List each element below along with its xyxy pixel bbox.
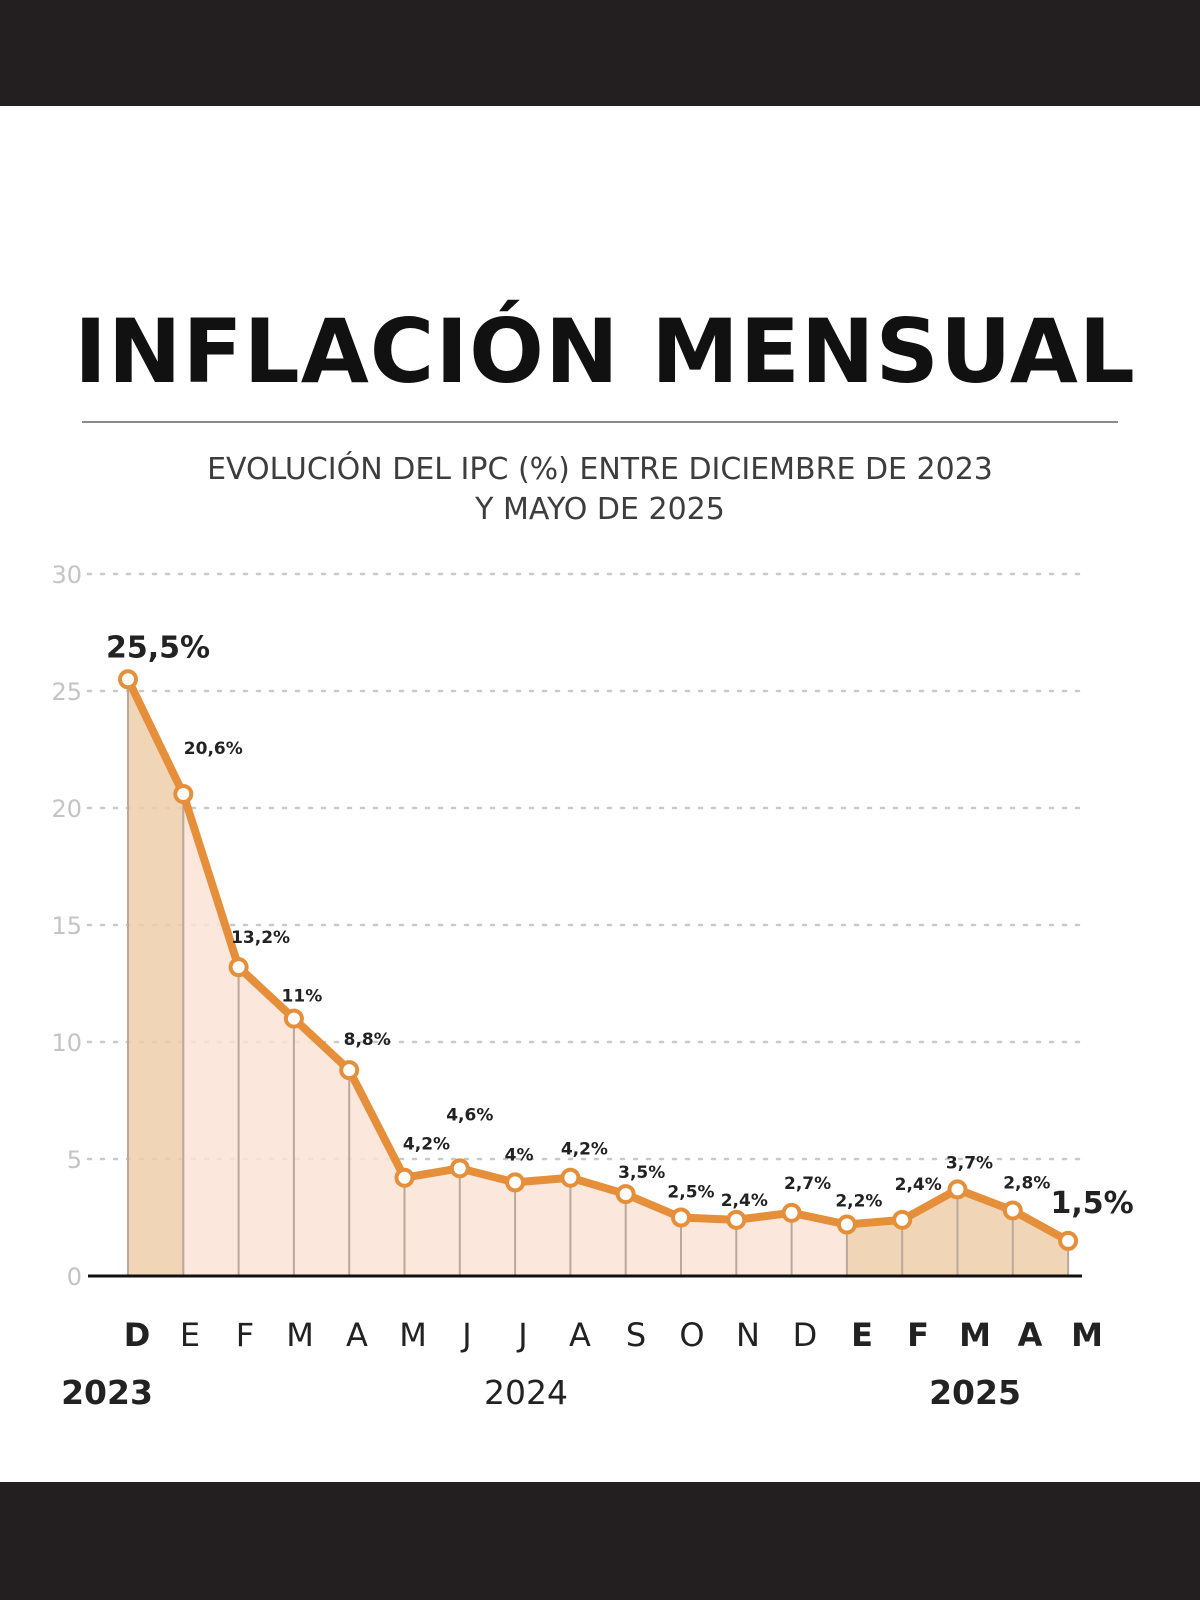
y-tick-label: 25 <box>51 678 82 706</box>
area-segment <box>681 1217 737 1276</box>
data-label: 4,6% <box>446 1105 493 1125</box>
page-title: INFLACIÓN MENSUAL <box>74 300 1136 403</box>
year-label: 2025 <box>929 1373 1021 1412</box>
year-label: 2023 <box>61 1373 153 1412</box>
gridlines <box>86 572 1084 1161</box>
data-point <box>560 1167 581 1188</box>
data-label-highlight: 25,5% <box>106 630 210 665</box>
year-label: 2024 <box>484 1373 568 1412</box>
data-point <box>228 957 249 978</box>
year-labels: 2023 2024 2025 <box>61 1373 1021 1412</box>
subtitle-line-1: EVOLUCIÓN DEL IPC (%) ENTRE DICIEMBRE DE… <box>207 452 993 487</box>
y-tick-label: 30 <box>51 561 82 589</box>
x-tick-label: A <box>569 1316 591 1354</box>
x-tick-label: J <box>460 1316 471 1354</box>
x-tick-label: E <box>851 1316 873 1354</box>
x-tick-label: M <box>959 1316 991 1354</box>
data-label: 3,7% <box>946 1153 993 1173</box>
area-segment <box>293 1018 350 1276</box>
data-label: 13,2% <box>231 928 290 948</box>
data-label: 2,7% <box>784 1174 831 1194</box>
y-tick-label: 15 <box>51 912 82 940</box>
data-point <box>449 1158 470 1179</box>
area-segment <box>846 1219 903 1276</box>
title-divider <box>82 421 1118 423</box>
data-points <box>118 669 1079 1251</box>
x-tick-label: A <box>1018 1316 1043 1354</box>
data-label: 2,2% <box>835 1192 882 1212</box>
data-point <box>1058 1230 1079 1251</box>
data-point <box>781 1202 802 1223</box>
area-segment <box>902 1189 958 1276</box>
x-tick-label: F <box>907 1316 929 1354</box>
x-tick-label: O <box>679 1316 704 1354</box>
data-label: 2,8% <box>1003 1173 1050 1193</box>
data-point <box>283 1008 304 1029</box>
area-segment <box>791 1212 847 1276</box>
data-point <box>394 1167 415 1188</box>
area-segment <box>183 793 239 1276</box>
data-point <box>1002 1200 1023 1221</box>
area-segment <box>736 1212 792 1276</box>
area-segment <box>1012 1210 1069 1276</box>
x-tick-label: D <box>793 1316 818 1354</box>
data-label: 2,5% <box>667 1183 714 1203</box>
data-point <box>173 783 194 804</box>
x-tick-label: F <box>236 1316 254 1354</box>
data-point <box>726 1209 747 1230</box>
area-segment <box>349 1070 405 1276</box>
data-label: 11% <box>282 987 323 1007</box>
data-label: 4% <box>505 1145 534 1165</box>
series-polyline <box>124 675 1073 1245</box>
series-line <box>124 675 1073 1245</box>
data-point <box>615 1184 636 1205</box>
area-segment <box>515 1177 571 1276</box>
y-tick-label: 0 <box>67 1263 82 1291</box>
data-label: 2,4% <box>721 1191 768 1211</box>
data-label: 3,5% <box>618 1163 665 1183</box>
bottom-frame-bar <box>0 1482 1200 1600</box>
data-label: 2,4% <box>895 1175 942 1195</box>
x-tick-label: A <box>346 1316 368 1354</box>
x-tick-label: M <box>1071 1316 1103 1354</box>
x-tick-label: J <box>516 1316 527 1354</box>
data-point <box>892 1209 913 1230</box>
area-segment <box>404 1168 460 1276</box>
y-tick-label: 10 <box>51 1029 82 1057</box>
data-point <box>947 1179 968 1200</box>
data-point <box>671 1207 691 1228</box>
area-segment <box>570 1177 626 1276</box>
area-fill <box>128 679 1069 1276</box>
data-label: 20,6% <box>184 739 243 759</box>
y-tick-label: 5 <box>67 1146 82 1174</box>
y-tick-label: 20 <box>51 795 82 823</box>
data-label-highlight: 1,5% <box>1050 1186 1133 1221</box>
subtitle: EVOLUCIÓN DEL IPC (%) ENTRE DICIEMBRE DE… <box>0 450 1200 530</box>
area-segment <box>128 679 184 1276</box>
area-segment <box>238 967 294 1276</box>
x-tick-label: N <box>736 1316 760 1354</box>
drop-lines <box>127 687 1070 1276</box>
y-axis-ticks: 0 5 10 15 20 25 30 <box>51 561 82 1291</box>
top-frame-bar <box>0 0 1200 106</box>
data-point <box>118 669 138 690</box>
x-tick-label: M <box>399 1316 427 1354</box>
x-tick-label: E <box>180 1316 200 1354</box>
data-point <box>505 1172 526 1193</box>
x-tick-label: S <box>626 1316 646 1354</box>
area-segment <box>459 1168 516 1276</box>
data-point <box>339 1060 360 1081</box>
subtitle-line-2: Y MAYO DE 2025 <box>475 492 725 527</box>
data-point <box>836 1214 857 1235</box>
data-label: 8,8% <box>344 1030 391 1050</box>
x-tick-label: M <box>286 1316 314 1354</box>
data-label: 4,2% <box>403 1135 450 1155</box>
data-label: 4,2% <box>561 1140 608 1160</box>
data-labels: 25,5% 20,6% 13,2% 11% 8,8% 4,2% 4,6% 4% 4,2% 3,5%… <box>106 630 1134 1221</box>
area-segment <box>957 1189 1013 1276</box>
x-tick-label: D <box>124 1316 151 1354</box>
